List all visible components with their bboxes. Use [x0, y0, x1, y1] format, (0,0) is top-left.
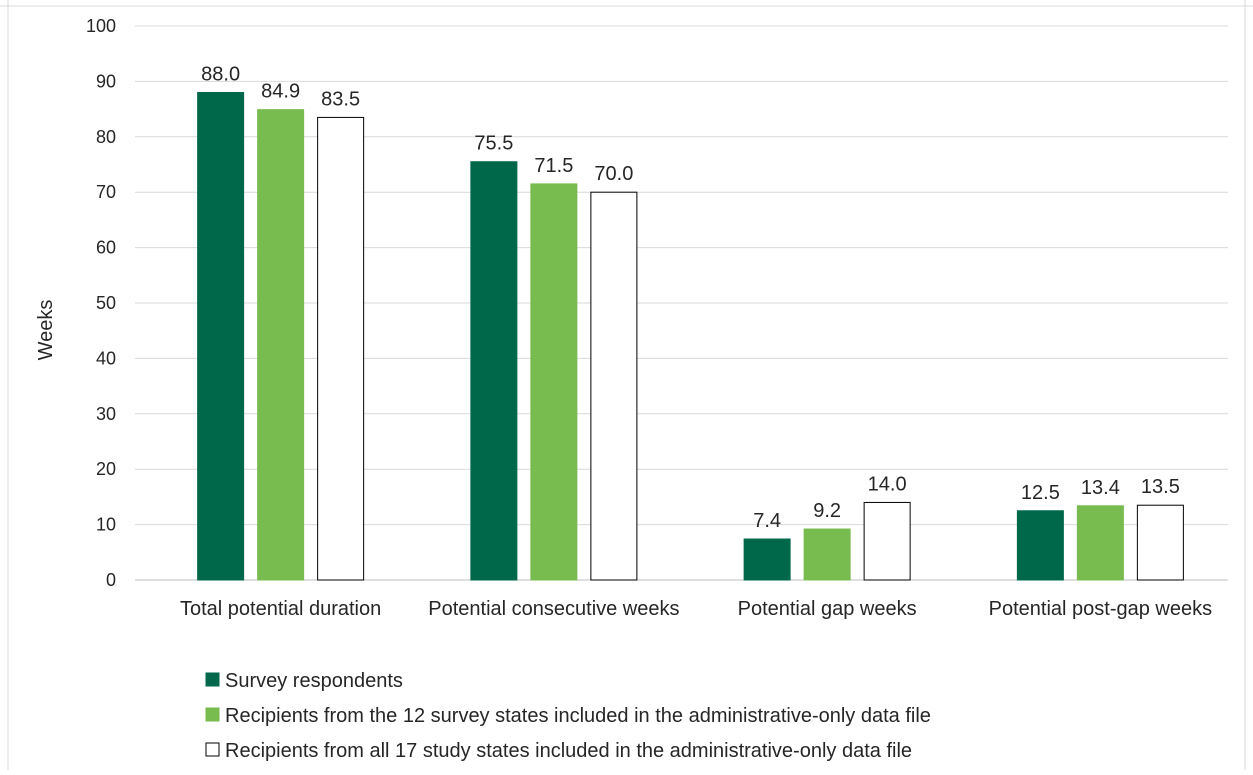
y-tick-label: 30: [96, 404, 116, 424]
data-label: 7.4: [753, 510, 781, 532]
y-axis-ticks: 0 10 20 30 40 50 60 70 80 90 100: [86, 16, 116, 590]
bar: [197, 91, 245, 581]
legend: Survey respondents Recipients from the 12…: [205, 670, 931, 762]
y-tick-label: 100: [86, 16, 116, 36]
y-tick-label: 50: [96, 293, 116, 313]
data-labels: 88.0 84.9 83.5 75.5 71.5 70.0 7.4 9.2 14.0 12.5 13…: [201, 63, 1180, 532]
bar: [803, 528, 851, 581]
y-tick-label: 10: [96, 515, 116, 535]
data-label: 9.2: [813, 500, 841, 522]
category-label: Potential post-gap weeks: [989, 598, 1212, 620]
legend-swatch: [205, 672, 220, 687]
y-axis-title: Weeks: [35, 300, 57, 361]
bar: [1016, 510, 1064, 581]
category-label: Potential consecutive weeks: [428, 598, 679, 620]
bar: [863, 501, 911, 581]
bars: [197, 91, 1184, 581]
data-label: 12.5: [1021, 482, 1060, 504]
legend-swatch: [205, 742, 220, 757]
y-tick-label: 80: [96, 127, 116, 147]
data-label: 88.0: [201, 63, 240, 85]
bar: [590, 191, 638, 581]
category-label: Potential gap weeks: [738, 598, 917, 620]
category-label: Total potential duration: [180, 598, 381, 620]
bar: [317, 116, 365, 581]
y-tick-label: 40: [96, 348, 116, 368]
y-tick-label: 90: [96, 71, 116, 91]
y-tick-label: 70: [96, 182, 116, 202]
bar: [1076, 505, 1124, 581]
legend-swatch: [205, 707, 220, 722]
bar: [743, 538, 791, 581]
data-label: 83.5: [321, 88, 360, 110]
y-tick-label: 0: [106, 570, 116, 590]
legend-label: Recipients from all 17 study states incl…: [225, 740, 912, 762]
data-label: 13.4: [1081, 477, 1120, 499]
bar: [257, 109, 305, 581]
bar: [1136, 504, 1184, 581]
legend-label: Recipients from the 12 survey states inc…: [225, 705, 931, 727]
data-label: 13.5: [1141, 476, 1180, 498]
legend-label: Survey respondents: [225, 670, 403, 692]
y-tick-label: 60: [96, 238, 116, 258]
data-label: 70.0: [594, 163, 633, 185]
data-label: 71.5: [534, 155, 573, 177]
bar: [470, 161, 518, 581]
y-tick-label: 20: [96, 459, 116, 479]
data-label: 84.9: [261, 81, 300, 103]
data-label: 14.0: [868, 473, 907, 495]
category-labels: Total potential duration Potential consec…: [180, 598, 1212, 620]
bar: [530, 183, 578, 581]
data-label: 75.5: [474, 133, 513, 155]
